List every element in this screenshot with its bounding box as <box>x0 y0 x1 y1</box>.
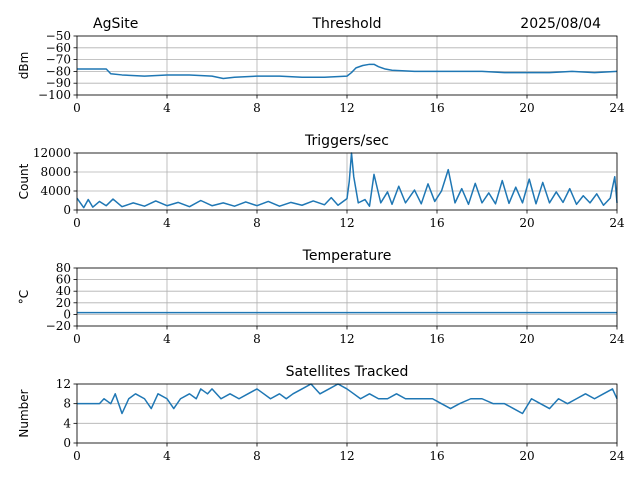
x-tick-label: 12 <box>339 101 354 115</box>
x-tick-label: 8 <box>253 332 261 346</box>
y-tick-label: −60 <box>46 41 71 55</box>
y-axis-label: Number <box>17 389 31 437</box>
y-tick-label: 20 <box>56 296 71 310</box>
x-tick-label: 20 <box>519 332 534 346</box>
x-tick-label: 4 <box>163 101 171 115</box>
x-tick-label: 4 <box>163 332 171 346</box>
y-tick-label: 40 <box>56 284 71 298</box>
series-line <box>76 152 618 209</box>
x-tick-label: 24 <box>609 332 625 346</box>
x-tick-label: 24 <box>609 449 625 463</box>
y-axis-label: Count <box>17 163 31 199</box>
x-tick-label: 16 <box>429 101 444 115</box>
chart-title: Satellites Tracked <box>286 364 409 380</box>
x-tick-label: 4 <box>163 449 171 463</box>
x-tick-label: 12 <box>339 449 354 463</box>
x-tick-label: 8 <box>253 101 261 115</box>
x-tick-label: 0 <box>73 216 81 230</box>
date-label: 2025/08/04 <box>520 16 601 32</box>
x-tick-label: 16 <box>429 216 444 230</box>
x-tick-label: 20 <box>519 216 534 230</box>
y-tick-label: 12000 <box>33 146 71 160</box>
x-tick-label: 0 <box>73 101 81 115</box>
y-tick-label: 0 <box>63 203 71 217</box>
y-tick-label: 0 <box>63 436 71 450</box>
x-tick-label: 24 <box>609 216 625 230</box>
y-tick-label: −20 <box>46 319 71 333</box>
x-tick-label: 4 <box>163 216 171 230</box>
y-tick-label: −70 <box>46 53 71 67</box>
chart-title: Temperature <box>302 248 392 264</box>
x-tick-label: 8 <box>253 216 261 230</box>
y-tick-label: −80 <box>46 64 71 78</box>
x-tick-label: 16 <box>429 332 444 346</box>
x-tick-label: 12 <box>339 216 354 230</box>
x-tick-label: 20 <box>519 449 534 463</box>
x-tick-label: 24 <box>609 101 625 115</box>
chart-title: Triggers/sec <box>304 133 389 149</box>
x-tick-label: 0 <box>73 449 81 463</box>
y-axis-label: dBm <box>17 52 31 80</box>
y-tick-label: 4 <box>63 416 71 430</box>
y-tick-label: 60 <box>56 273 71 287</box>
x-tick-label: 20 <box>519 101 534 115</box>
chart-title: Threshold <box>312 16 382 32</box>
series-line <box>77 383 618 415</box>
y-tick-label: 8 <box>63 397 71 411</box>
y-tick-label: 80 <box>56 261 71 275</box>
x-tick-label: 12 <box>339 332 354 346</box>
y-tick-label: 0 <box>63 307 71 321</box>
y-tick-label: −100 <box>38 88 71 102</box>
x-tick-label: 8 <box>253 449 261 463</box>
x-tick-label: 16 <box>429 449 444 463</box>
series-line <box>77 63 618 80</box>
y-tick-label: 12 <box>56 377 71 391</box>
y-tick-label: −90 <box>46 76 71 90</box>
y-tick-label: 8000 <box>40 165 71 179</box>
y-axis-label: °C <box>17 290 31 304</box>
y-tick-label: −50 <box>46 29 71 43</box>
site-label: AgSite <box>93 16 138 32</box>
y-tick-label: 4000 <box>40 184 71 198</box>
x-tick-label: 0 <box>73 332 81 346</box>
